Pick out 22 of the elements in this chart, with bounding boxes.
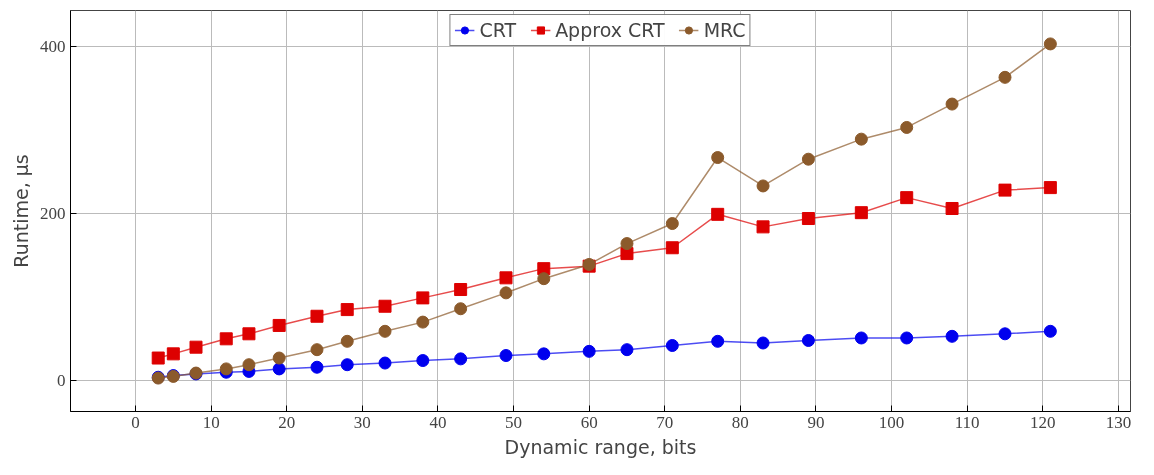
x-tick-label: 120 [1030, 412, 1056, 432]
x-tick-label: 0 [131, 412, 140, 432]
y-axis-title: Runtime, μs [10, 154, 32, 268]
x-tick-label: 60 [580, 412, 598, 432]
x-axis-title: Dynamic range, bits [504, 435, 697, 458]
x-tick-label: 70 [656, 412, 674, 432]
y-tick-label: 400 [40, 36, 66, 56]
x-tick-label: 80 [731, 412, 749, 432]
x-tick-label: 90 [807, 412, 825, 432]
x-tick-label: 40 [429, 412, 447, 432]
x-tick-label: 30 [353, 412, 371, 432]
x-tick-label: 100 [878, 412, 905, 432]
legend-label: Approx CRT [555, 19, 665, 41]
x-tick-label: 130 [1105, 412, 1132, 432]
y-tick-label: 200 [40, 204, 66, 224]
x-tick-label: 10 [202, 412, 220, 432]
legend-label: CRT [479, 19, 517, 41]
x-tick-label: 50 [505, 412, 523, 432]
legend-label: MRC [703, 19, 746, 41]
y-tick-label: 0 [57, 371, 66, 391]
x-tick-label: 110 [954, 412, 980, 432]
x-tick-label: 20 [278, 412, 296, 432]
